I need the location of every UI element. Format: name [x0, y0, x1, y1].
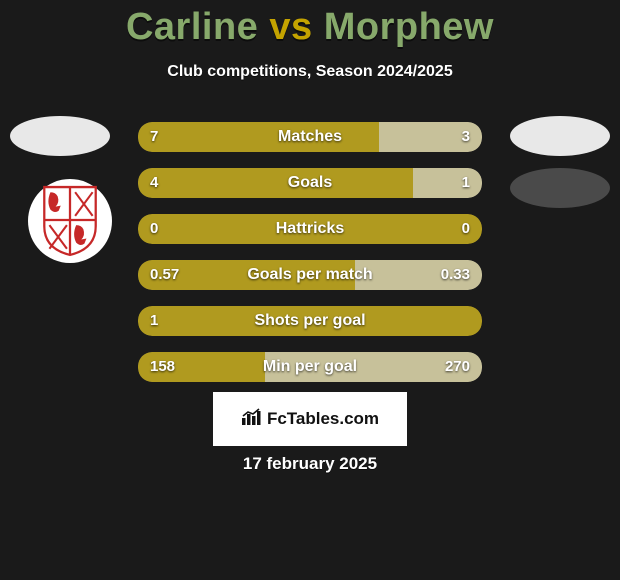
- comparison-title: Carline vs Morphew: [0, 0, 620, 49]
- stats-bars: Matches7 3 Goals4 1 Hattricks0 0 Goals per mat…: [138, 122, 482, 398]
- stat-value-right: 0.33: [441, 260, 470, 290]
- player-right-name: Morphew: [324, 6, 494, 48]
- stat-row-hattricks: Hattricks0 0: [138, 214, 482, 244]
- stat-label: Matches: [138, 122, 482, 152]
- stat-row-goals-per-match: Goals per match0.57 0.33: [138, 260, 482, 290]
- player-right-avatar-placeholder-1: [510, 116, 610, 156]
- stat-value-right: 1: [462, 168, 470, 198]
- stat-label: Min per goal: [138, 352, 482, 382]
- player-left-avatar-placeholder: [10, 116, 110, 156]
- stat-row-shots-per-goal: Shots per goal1: [138, 306, 482, 336]
- stat-value-right: 270: [445, 352, 470, 382]
- fctables-logo[interactable]: FcTables.com: [213, 392, 407, 446]
- stat-label: Goals: [138, 168, 482, 198]
- player-right-avatar-placeholder-2: [510, 168, 610, 208]
- stat-value-left: 7: [150, 122, 158, 152]
- player-left-name: Carline: [126, 6, 258, 48]
- chart-icon: [241, 408, 263, 431]
- club-crest: [28, 179, 112, 263]
- stat-row-matches: Matches7 3: [138, 122, 482, 152]
- stat-value-right: 0: [462, 214, 470, 244]
- stat-label: Shots per goal: [138, 306, 482, 336]
- stat-label: Hattricks: [138, 214, 482, 244]
- subtitle: Club competitions, Season 2024/2025: [0, 63, 620, 81]
- stat-value-left: 158: [150, 352, 175, 382]
- stat-value-left: 0.57: [150, 260, 179, 290]
- date-label: 17 february 2025: [0, 454, 620, 474]
- stat-row-goals: Goals4 1: [138, 168, 482, 198]
- stat-value-right: 3: [462, 122, 470, 152]
- stat-value-left: 0: [150, 214, 158, 244]
- stat-value-left: 1: [150, 306, 158, 336]
- shield-icon: [39, 185, 101, 257]
- vs-label: vs: [269, 6, 312, 48]
- stat-row-min-per-goal: Min per goal158 270: [138, 352, 482, 382]
- stat-label: Goals per match: [138, 260, 482, 290]
- stat-value-left: 4: [150, 168, 158, 198]
- fctables-logo-text: FcTables.com: [267, 409, 379, 429]
